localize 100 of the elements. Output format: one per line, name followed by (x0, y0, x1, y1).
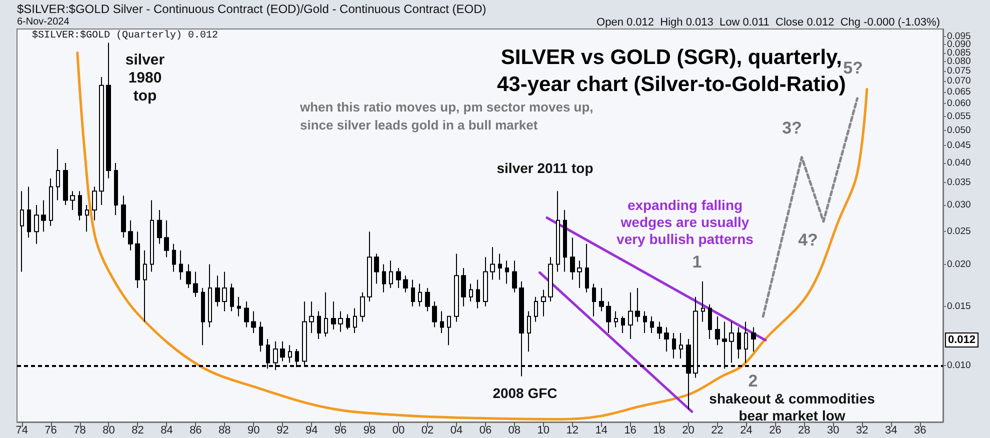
candlestick (49, 178, 53, 226)
y-tick-label: 0.085 (947, 47, 971, 58)
candlestick (657, 321, 662, 340)
candlestick (643, 310, 647, 334)
candlestick (346, 314, 350, 330)
x-tick-label: 84 (160, 424, 173, 436)
candlestick (737, 326, 741, 359)
annotation: 5? (843, 58, 863, 78)
y-tick-label: 0.015 (947, 300, 971, 312)
candlestick (106, 42, 111, 179)
text: 0.012 (948, 334, 976, 346)
x-tick-label: 82 (132, 424, 144, 436)
x-tick-label: 30 (827, 424, 840, 436)
y-tick-label: 0.040 (947, 157, 971, 168)
candlestick (548, 256, 553, 302)
candlestick (259, 321, 263, 352)
candlestick (672, 332, 676, 359)
x-tick-label: 26 (769, 424, 782, 436)
y-tick-label: 0.035 (947, 176, 971, 188)
y-tick-label: 0.010 (947, 360, 971, 372)
y-tick-label: 0.060 (947, 98, 971, 110)
candlestick (172, 243, 176, 272)
candlestick (338, 310, 343, 332)
candlestick (374, 253, 379, 284)
candlestick (461, 267, 466, 307)
candlestick (606, 301, 611, 334)
x-tick-label: 74 (16, 424, 28, 436)
candlestick (179, 250, 183, 280)
candlestick (469, 283, 473, 302)
candlestick (143, 250, 147, 322)
candlestick (599, 288, 604, 312)
candlestick (570, 237, 575, 280)
candlestick (483, 256, 488, 307)
candlestick (99, 76, 104, 206)
candlestick (251, 310, 256, 334)
annotation: $SILVER:$GOLD (Quarterly) 0.012 (32, 30, 218, 42)
candlestick (331, 301, 336, 330)
x-tick-label: 80 (102, 424, 115, 436)
y-tick-label: 0.065 (947, 86, 971, 98)
x-tick-label: 14 (595, 424, 608, 436)
candlestick (418, 283, 422, 307)
candlestick (389, 260, 393, 289)
text: $SILVER:$GOLD Silver - Continuous Contract (EOD)/Gold - Continuous Contract (EOD) (17, 2, 486, 16)
candlestick (541, 289, 546, 317)
candlestick (432, 301, 437, 328)
x-tick-label: 22 (711, 424, 724, 436)
annotation: 4? (798, 230, 818, 250)
x-tick-label: 88 (218, 424, 231, 436)
candlestick (121, 195, 126, 238)
candlestick (650, 316, 654, 334)
candlestick (353, 308, 357, 334)
candlestick (85, 204, 89, 232)
x-tick-label: 08 (508, 424, 521, 436)
candlestick (490, 246, 495, 280)
candlestick (425, 288, 430, 312)
candlestick (447, 316, 451, 346)
annotation: 2008 GFC (492, 385, 558, 401)
candlestick (396, 267, 401, 289)
candlestick (592, 283, 596, 317)
candlestick (114, 162, 118, 216)
y-tick-label: 0.020 (947, 258, 971, 270)
candlestick (512, 260, 517, 293)
candlestick (621, 316, 625, 334)
candlestick (360, 292, 365, 322)
candlestick (27, 186, 31, 238)
annotation: 3? (782, 118, 802, 138)
candlestick (309, 301, 314, 334)
candlestick (614, 310, 618, 328)
candlestick (63, 162, 68, 206)
x-tick-label: 16 (624, 424, 636, 436)
x-tick-label: 02 (421, 424, 434, 436)
candlestick (577, 260, 582, 289)
candlestick (193, 271, 198, 298)
y-tick-label: 0.025 (947, 226, 971, 238)
annotation: silver 2011 top (496, 160, 594, 176)
annotation: shakeout & commodities bear market low (709, 390, 876, 424)
x-tick-label: 32 (856, 424, 868, 436)
candlestick (585, 243, 589, 293)
y-tick-label: 0.075 (947, 66, 971, 77)
x-tick-label: 34 (884, 424, 898, 436)
x-tick-label: 98 (363, 424, 376, 436)
x-tick-label: 96 (334, 424, 347, 436)
x-tick-label: 36 (914, 424, 926, 436)
candlestick (454, 253, 459, 322)
text: 6-Nov-2024 (17, 16, 70, 28)
candlestick (135, 231, 140, 289)
candlestick (20, 190, 24, 272)
x-tick-label: 28 (798, 424, 810, 436)
candlestick (701, 280, 705, 322)
candlestick (729, 321, 734, 364)
x-tick-label: 90 (248, 424, 260, 436)
candlestick (70, 190, 75, 210)
x-tick-label: 86 (190, 424, 202, 436)
x-tick-label: 10 (537, 424, 550, 436)
candlestick (230, 283, 234, 312)
text: Open 0.012 High 0.013 Low 0.011 Close 0.012 Chg -0.000 (-1.03%) (596, 16, 940, 28)
annotation: expanding falling wedges are usually very bullish patterns (616, 197, 754, 247)
candlestick (635, 288, 640, 322)
candlestick (476, 279, 480, 309)
candlestick (628, 292, 633, 340)
